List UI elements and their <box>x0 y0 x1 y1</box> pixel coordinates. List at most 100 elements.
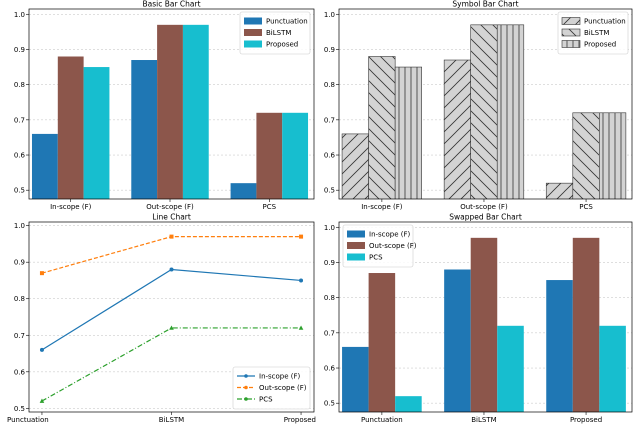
legend-swatch <box>347 253 365 261</box>
bar-pcs <box>395 396 422 412</box>
bar-proposed <box>83 67 110 199</box>
bar-punctuation <box>443 59 471 199</box>
y-tick-label: 0.6 <box>324 152 336 160</box>
y-tick-label: 1.0 <box>14 222 25 230</box>
legend-label: Punctuation <box>584 18 626 26</box>
legend: In-scope (F) Out-scope (F) PCS <box>342 224 417 268</box>
bar-proposed <box>282 112 309 199</box>
y-tick-label: 1.0 <box>324 224 335 232</box>
bar-bilstm <box>256 112 283 199</box>
plot-area <box>39 234 304 403</box>
x-tick-label: BiLSTM <box>159 416 184 424</box>
bar-pcs <box>497 325 524 412</box>
legend-label: Proposed <box>584 41 616 49</box>
bar-bilstm <box>157 24 183 199</box>
data-point <box>39 271 44 276</box>
x-tick-label: BiLSTM <box>471 416 496 424</box>
bar-bilstm <box>57 56 84 199</box>
chart-title: Basic Bar Chart <box>142 0 200 9</box>
bar-bilstm <box>368 56 396 199</box>
y-tick-label: 0.5 <box>324 400 335 408</box>
bar-proposed <box>496 24 525 199</box>
legend-label: Out-scope (F) <box>369 242 417 250</box>
data-point <box>169 325 174 330</box>
legend-swatch <box>244 17 262 25</box>
subplot-1: Symbol Bar Chart 0.5 0.6 0.7 0.8 0.9 1.0 In-sco… <box>324 0 633 211</box>
bar-out-scope-f- <box>470 237 498 412</box>
x-tick-label: Punctuation <box>361 416 403 424</box>
bar-out-scope-f- <box>368 273 396 412</box>
y-tick-label: 0.9 <box>14 259 25 267</box>
y-tick-label: 1.0 <box>324 11 335 19</box>
bar-proposed <box>394 66 422 199</box>
bar-punctuation <box>230 183 257 199</box>
y-tick-label: 0.8 <box>14 295 25 303</box>
legend-label: BiLSTM <box>584 29 609 37</box>
legend: In-scope (F) Out-scope (F) PCS <box>232 366 311 410</box>
series-line <box>41 268 302 351</box>
x-tick-label: Out-scope (F) <box>146 203 194 211</box>
bar-in-scope-f- <box>444 269 471 412</box>
x-tick-label: Punctuation <box>7 416 49 424</box>
plot-area <box>341 24 627 199</box>
y-tick-label: 0.7 <box>14 116 25 124</box>
bar-punctuation <box>341 133 369 199</box>
plot-area <box>342 237 626 412</box>
bar-punctuation <box>131 60 158 199</box>
y-tick-label: 0.8 <box>324 81 335 89</box>
axes-frame <box>28 8 315 200</box>
chart-title: Line Chart <box>152 213 191 222</box>
subplot-0: Basic Bar Chart 0.5 0.6 0.7 0.8 0.9 1.0 In-scop… <box>14 0 315 211</box>
x-tick-label: PCS <box>263 203 277 211</box>
bar-punctuation <box>31 133 58 199</box>
chart-title: Symbol Bar Chart <box>452 0 518 9</box>
legend-label: PCS <box>369 254 383 262</box>
legend-swatch <box>347 230 365 238</box>
subplot-3: Swapped Bar Chart 0.5 0.6 0.7 0.8 0.9 1.0 Punct… <box>324 213 633 424</box>
axes-frame <box>338 8 633 200</box>
data-point <box>39 347 44 352</box>
y-tick-label: 0.9 <box>324 46 335 54</box>
legend-label: PCS <box>259 396 273 404</box>
bar-in-scope-f- <box>342 346 369 412</box>
axes-frame <box>338 221 633 413</box>
bar-punctuation <box>545 182 574 199</box>
y-tick-label: 0.9 <box>324 259 335 267</box>
legend-swatch <box>244 29 262 36</box>
y-tick-label: 0.7 <box>324 116 335 124</box>
legend: Punctuation BiLSTM Proposed <box>557 11 629 55</box>
legend-swatch <box>347 242 365 249</box>
data-point <box>39 398 45 403</box>
bar-in-scope-f- <box>546 280 573 412</box>
legend-marker <box>244 374 248 378</box>
bar-proposed <box>599 112 627 199</box>
legend-label: In-scope (F) <box>259 373 301 381</box>
bar-bilstm <box>572 112 600 199</box>
legend-label: Proposed <box>266 41 298 49</box>
data-point <box>298 325 304 330</box>
data-point <box>169 234 174 239</box>
data-point <box>299 278 304 283</box>
legend-label: Out-scope (F) <box>259 384 307 392</box>
legend-label: In-scope (F) <box>369 231 411 239</box>
plot-area <box>31 24 309 199</box>
bar-pcs <box>599 325 626 412</box>
y-tick-label: 0.5 <box>14 187 25 195</box>
legend-swatch <box>561 17 581 25</box>
legend-box <box>232 366 311 410</box>
x-tick-label: PCS <box>579 203 593 211</box>
bar-out-scope-f- <box>572 237 600 412</box>
legend-label: Punctuation <box>266 18 308 26</box>
x-tick-label: Proposed <box>284 416 316 424</box>
legend-marker <box>244 385 248 390</box>
legend: Punctuation BiLSTM Proposed <box>239 11 311 55</box>
bar-proposed <box>182 24 209 199</box>
x-tick-label: In-scope (F) <box>50 203 92 211</box>
legend-label: BiLSTM <box>266 29 291 37</box>
data-point <box>169 267 174 272</box>
y-tick-label: 0.6 <box>14 152 26 160</box>
x-tick-label: Out-scope (F) <box>460 203 508 211</box>
y-tick-label: 0.6 <box>14 368 26 376</box>
y-tick-label: 1.0 <box>14 11 25 19</box>
